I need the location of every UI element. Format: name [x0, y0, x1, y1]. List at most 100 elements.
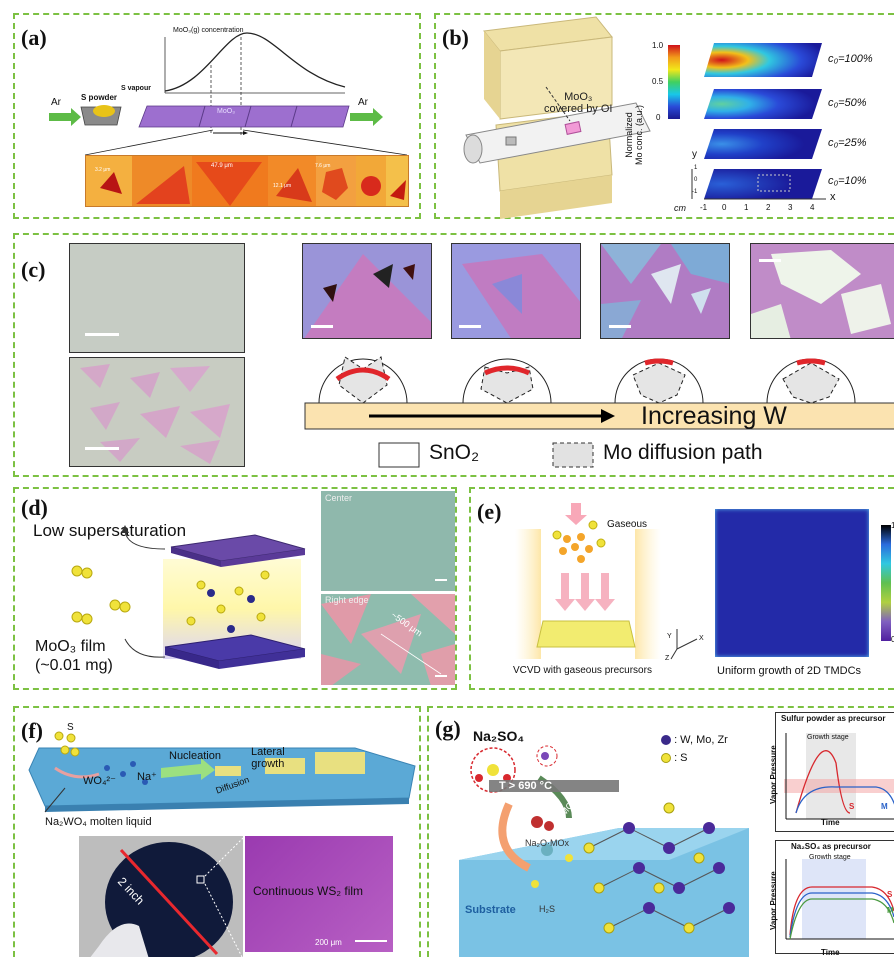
b-y-tick-1: 1: [694, 165, 698, 171]
vapor-plot-top: [775, 712, 894, 832]
e-axis-x: X: [699, 635, 704, 642]
panel-e-label: (e): [477, 499, 502, 524]
e-axis-y: Y: [667, 633, 672, 640]
wo4-label: WO₄²⁻: [83, 775, 116, 787]
substrate-label: Substrate: [465, 904, 516, 916]
bottom-plot-title: Na₂SO₄ as precursor: [791, 842, 871, 851]
panel-c-label: (c): [21, 257, 46, 282]
legend-s-label: : S: [674, 752, 688, 764]
g-substrate-drawing: [459, 745, 749, 957]
panel-d: (d) Low supersaturation MoO₃ film (~0.01…: [13, 487, 457, 690]
domes-diagram: [304, 356, 894, 468]
crystal-size-1: 3.2 μm: [95, 167, 111, 173]
nucleation-label: Nucleation: [169, 750, 221, 762]
scale-bar-c5: [609, 325, 631, 328]
micrograph-c-w3: [600, 243, 730, 339]
e-vcvd-drawing: [515, 503, 698, 660]
low-supersaturation-label: Low supersaturation: [33, 521, 187, 540]
panel-c: (c): [13, 233, 894, 477]
bottom-time-label: Time: [821, 948, 840, 957]
top-plot-title: Sulfur powder as precursor: [781, 714, 886, 723]
uniform-caption: Uniform growth of 2D TMDCs: [717, 665, 862, 677]
b-x-tick-2: 0: [722, 203, 727, 212]
moo3-label: MoO₃: [564, 91, 593, 103]
scale-bar-c6: [759, 259, 781, 262]
cbar-tick-1: 1.0: [652, 41, 664, 50]
b-axis-unit: cm: [674, 203, 686, 213]
ws2-film-photo: [245, 836, 393, 952]
panel-b: (b) MoO₃ covered by OI 1.0 0.5 0 Normali…: [434, 13, 894, 219]
h2s-label: H₂S: [539, 904, 555, 914]
wafer-photo: [79, 836, 243, 957]
c0-label-3: c₀=25%: [828, 137, 867, 149]
continuous-ws2-label: Continuous WS₂ film: [253, 884, 364, 898]
bottom-s-mark: S: [887, 890, 893, 899]
bottom-m-mark: M: [887, 906, 894, 915]
gaseous-label: Gaseous: [607, 519, 648, 530]
panel-d-label: (d): [21, 495, 48, 520]
center-label: Center: [325, 493, 353, 503]
b-x-tick-5: 3: [788, 203, 793, 212]
h2-label: H₂: [473, 842, 486, 854]
scale-bar-c2: [85, 447, 119, 450]
f-scale-label: 200 μm: [315, 938, 342, 947]
e-axis-z: Z: [665, 655, 670, 662]
scale-bar-c1: [85, 333, 119, 336]
b-x-tick-1: -1: [700, 203, 708, 212]
crystal-strip: [85, 155, 409, 207]
concentration-planes: [691, 43, 826, 200]
micrograph-c-w2: [451, 243, 581, 339]
crystal-size-3: 12.1 μm: [273, 183, 292, 189]
vcvd-caption: VCVD with gaseous precursors: [513, 665, 652, 676]
bottom-growth-stage: Growth stage: [809, 854, 851, 861]
cbar-tick-2: 0.5: [652, 77, 664, 86]
moo3-film-2: (~0.01 mg): [35, 657, 113, 674]
scale-bar-d1: [435, 579, 447, 581]
legend-metal-label: : W, Mo, Zr: [674, 734, 728, 746]
panel-g: (g) Na₂SO₄ T > 690 °C MOx H₂ Na₂O·MOx H₂…: [427, 706, 894, 957]
ar-left-label: Ar: [51, 97, 61, 108]
legend-mo-path: Mo diffusion path: [603, 441, 763, 464]
colorbar: [668, 45, 680, 119]
c0-label-4: c₀=10%: [828, 175, 867, 187]
top-vapor-label: Vapor Pressure: [769, 745, 778, 804]
panel-f: (f) S WO₄²⁻ Na⁺ Nucleation Diffusion Lat…: [13, 706, 421, 957]
b-y-tick-2: 0: [694, 177, 698, 183]
s-vapour-label: S vapour: [121, 85, 151, 92]
moo3-covered-label: MoO₃ covered by OI: [544, 91, 612, 115]
molten-label: Na₂WO₄ molten liquid: [45, 816, 152, 828]
micrograph-c-w1: [302, 243, 432, 339]
scale-bar-c4: [459, 325, 481, 328]
s-powder-label: S powder: [81, 93, 118, 102]
micrograph-d-center: [321, 491, 455, 591]
c0-label-1: c₀=100%: [828, 53, 873, 65]
increasing-w-label: Increasing W: [641, 402, 787, 430]
na2so4-label: Na₂SO₄: [473, 728, 525, 744]
legend-sno2: SnO₂: [429, 441, 480, 464]
b-x-tick-6: 4: [810, 203, 815, 212]
micrograph-c-w4: [750, 243, 894, 339]
concentration-curve: [49, 32, 408, 156]
lateral-growth-label: Lateral growth: [251, 746, 285, 770]
concentration-label: MoO₃(g) concentration: [173, 27, 244, 34]
moo3-film-label: MoO₃ film (~0.01 mg): [35, 637, 113, 675]
b-x-tick-3: 1: [744, 203, 749, 212]
panel-a-label: (a): [21, 25, 47, 50]
panel-g-label: (g): [435, 716, 461, 741]
d-reactor-drawing: [71, 525, 306, 669]
f-s-label: S: [67, 722, 74, 733]
ar-right-label: Ar: [358, 97, 368, 108]
covered-label: covered by OI: [544, 103, 613, 115]
e-colorbar: [881, 525, 891, 641]
crystal-size-2: 47.9 μm: [211, 163, 233, 169]
crystal-size-4: 7.6 μm: [315, 163, 331, 169]
lateral-1: Lateral: [251, 746, 285, 758]
s-icon: [661, 753, 671, 764]
top-time-label: Time: [821, 818, 840, 827]
na-label: Na⁺: [137, 771, 157, 783]
scale-bar-f: [355, 940, 387, 942]
e-cbar-bottom: 0: [891, 635, 894, 644]
top-m-mark: M: [881, 802, 888, 811]
right-edge-label: Right edge: [325, 595, 369, 605]
cbar-tick-3: 0: [656, 113, 661, 122]
